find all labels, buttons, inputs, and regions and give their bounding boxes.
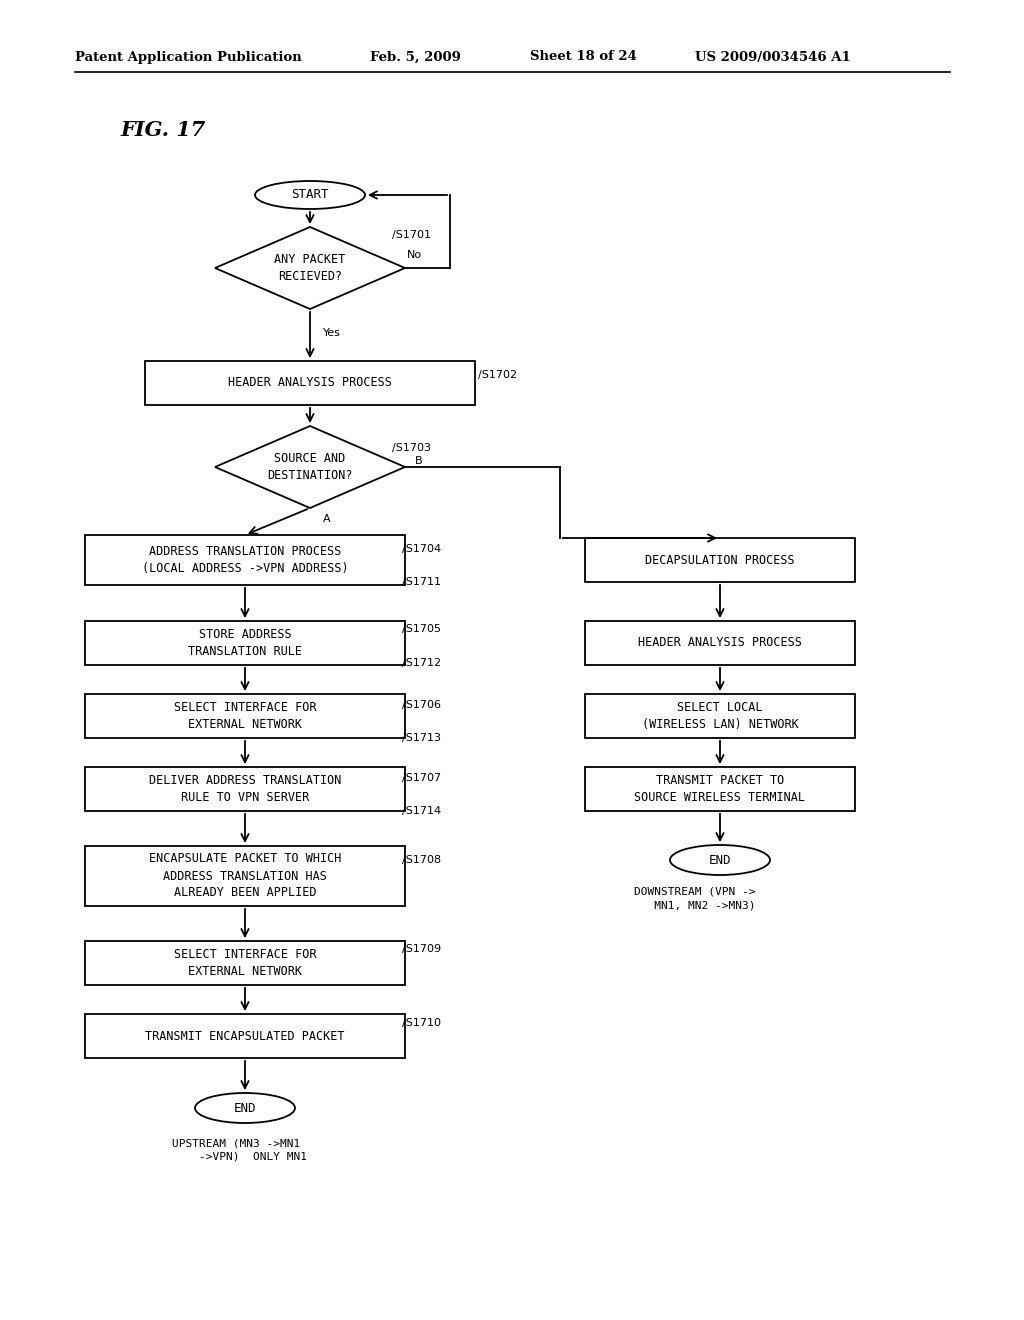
Text: Feb. 5, 2009: Feb. 5, 2009 bbox=[370, 50, 461, 63]
Ellipse shape bbox=[670, 845, 770, 875]
FancyBboxPatch shape bbox=[585, 767, 855, 810]
Text: START: START bbox=[291, 189, 329, 202]
FancyBboxPatch shape bbox=[585, 539, 855, 582]
Text: FIG. 17: FIG. 17 bbox=[120, 120, 205, 140]
Text: SELECT INTERFACE FOR
EXTERNAL NETWORK: SELECT INTERFACE FOR EXTERNAL NETWORK bbox=[174, 701, 316, 731]
Text: SELECT INTERFACE FOR
EXTERNAL NETWORK: SELECT INTERFACE FOR EXTERNAL NETWORK bbox=[174, 948, 316, 978]
Text: /S1704: /S1704 bbox=[402, 544, 441, 554]
Text: A: A bbox=[323, 513, 331, 524]
FancyBboxPatch shape bbox=[85, 694, 406, 738]
Text: HEADER ANALYSIS PROCESS: HEADER ANALYSIS PROCESS bbox=[228, 376, 392, 389]
FancyBboxPatch shape bbox=[85, 535, 406, 585]
Text: ADDRESS TRANSLATION PROCESS
(LOCAL ADDRESS ->VPN ADDRESS): ADDRESS TRANSLATION PROCESS (LOCAL ADDRE… bbox=[141, 545, 348, 576]
Text: Patent Application Publication: Patent Application Publication bbox=[75, 50, 302, 63]
Text: /S1707: /S1707 bbox=[402, 774, 441, 783]
Text: ANY PACKET
RECIEVED?: ANY PACKET RECIEVED? bbox=[274, 253, 346, 282]
Text: TRANSMIT PACKET TO
SOURCE WIRELESS TERMINAL: TRANSMIT PACKET TO SOURCE WIRELESS TERMI… bbox=[635, 774, 806, 804]
Text: DELIVER ADDRESS TRANSLATION
RULE TO VPN SERVER: DELIVER ADDRESS TRANSLATION RULE TO VPN … bbox=[148, 774, 341, 804]
Text: Sheet 18 of 24: Sheet 18 of 24 bbox=[530, 50, 637, 63]
Text: DECAPSULATION PROCESS: DECAPSULATION PROCESS bbox=[645, 553, 795, 566]
FancyBboxPatch shape bbox=[585, 694, 855, 738]
Text: No: No bbox=[407, 249, 422, 260]
Ellipse shape bbox=[255, 181, 365, 209]
Text: DOWNSTREAM (VPN ->
   MN1, MN2 ->MN3): DOWNSTREAM (VPN -> MN1, MN2 ->MN3) bbox=[634, 887, 756, 911]
Text: HEADER ANALYSIS PROCESS: HEADER ANALYSIS PROCESS bbox=[638, 636, 802, 649]
FancyBboxPatch shape bbox=[85, 846, 406, 906]
Text: /S1709: /S1709 bbox=[402, 944, 441, 954]
Text: B: B bbox=[415, 455, 423, 466]
Text: /S1708: /S1708 bbox=[402, 855, 441, 865]
FancyBboxPatch shape bbox=[585, 620, 855, 665]
Text: UPSTREAM (MN3 ->MN1
    ->VPN)  ONLY MN1: UPSTREAM (MN3 ->MN1 ->VPN) ONLY MN1 bbox=[172, 1138, 307, 1162]
FancyBboxPatch shape bbox=[85, 767, 406, 810]
Text: US 2009/0034546 A1: US 2009/0034546 A1 bbox=[695, 50, 851, 63]
FancyBboxPatch shape bbox=[145, 360, 475, 405]
Text: SOURCE AND
DESTINATION?: SOURCE AND DESTINATION? bbox=[267, 451, 352, 482]
Text: /S1705: /S1705 bbox=[402, 624, 441, 634]
Polygon shape bbox=[215, 227, 406, 309]
Ellipse shape bbox=[195, 1093, 295, 1123]
Text: /S1714: /S1714 bbox=[402, 807, 441, 816]
Text: /S1702: /S1702 bbox=[478, 370, 517, 380]
FancyBboxPatch shape bbox=[85, 941, 406, 985]
Text: ENCAPSULATE PACKET TO WHICH
ADDRESS TRANSLATION HAS
ALREADY BEEN APPLIED: ENCAPSULATE PACKET TO WHICH ADDRESS TRAN… bbox=[148, 853, 341, 899]
Text: /S1703: /S1703 bbox=[392, 444, 431, 453]
Text: TRANSMIT ENCAPSULATED PACKET: TRANSMIT ENCAPSULATED PACKET bbox=[145, 1030, 345, 1043]
Text: END: END bbox=[233, 1101, 256, 1114]
Text: END: END bbox=[709, 854, 731, 866]
Text: Yes: Yes bbox=[323, 327, 341, 338]
Text: SELECT LOCAL
(WIRELESS LAN) NETWORK: SELECT LOCAL (WIRELESS LAN) NETWORK bbox=[642, 701, 799, 731]
Text: /S1701: /S1701 bbox=[392, 230, 431, 240]
Text: /S1706: /S1706 bbox=[402, 700, 441, 710]
Text: /S1713: /S1713 bbox=[402, 733, 441, 743]
FancyBboxPatch shape bbox=[85, 1014, 406, 1059]
Text: /S1711: /S1711 bbox=[402, 577, 441, 587]
Text: /S1712: /S1712 bbox=[402, 657, 441, 668]
Text: /S1710: /S1710 bbox=[402, 1018, 441, 1028]
Text: STORE ADDRESS
TRANSLATION RULE: STORE ADDRESS TRANSLATION RULE bbox=[188, 628, 302, 657]
Polygon shape bbox=[215, 426, 406, 508]
FancyBboxPatch shape bbox=[85, 620, 406, 665]
